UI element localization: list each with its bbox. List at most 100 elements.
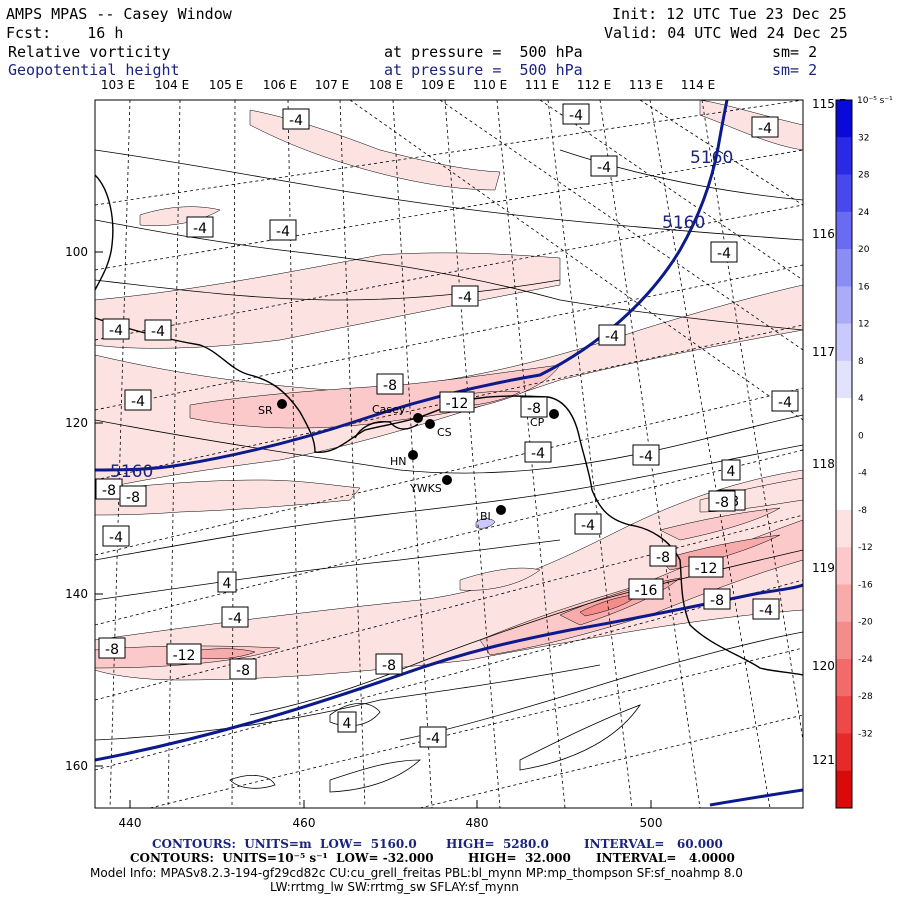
contour-label-box bbox=[524, 441, 552, 463]
contour-label-box bbox=[144, 319, 172, 341]
top-lon-label: 103 E bbox=[101, 78, 135, 92]
colorbar-tick-label: 32 bbox=[858, 133, 869, 143]
field1-name: Relative vorticity bbox=[8, 43, 171, 61]
height-label: 5160 bbox=[690, 148, 733, 168]
contour-label-box bbox=[375, 653, 403, 675]
contour-label-box bbox=[562, 103, 590, 125]
y-tick-label: 160 bbox=[65, 759, 88, 773]
station-marker bbox=[413, 413, 423, 423]
contour-label: -12 bbox=[695, 561, 718, 577]
contour-label: -8 bbox=[656, 550, 670, 566]
colorbar-units: 10⁻⁵ s⁻¹ bbox=[857, 96, 893, 106]
colorbar-swatch bbox=[836, 733, 852, 772]
colorbar-tick-label: 24 bbox=[858, 208, 870, 218]
field2-name: Geopotential height bbox=[8, 61, 180, 79]
station-marker bbox=[442, 475, 452, 485]
contour-label: -4 bbox=[758, 121, 772, 137]
contour-label: -4 bbox=[639, 449, 653, 465]
contour-label-box bbox=[703, 588, 731, 610]
colorbar-swatch bbox=[836, 137, 852, 176]
colorbar-swatch bbox=[836, 360, 852, 399]
contour-label: -12 bbox=[173, 648, 196, 664]
x-tick-label: 440 bbox=[119, 816, 142, 830]
colorbar-tick-label: 0 bbox=[858, 431, 864, 441]
colorbar-swatch bbox=[836, 100, 852, 138]
contour-label: -4 bbox=[531, 446, 545, 462]
contour-label-box bbox=[771, 390, 799, 412]
colorbar-swatch bbox=[836, 435, 852, 474]
contour-label: -8 bbox=[126, 490, 140, 506]
x-tick-label: 460 bbox=[293, 816, 316, 830]
x-tick-label: 480 bbox=[466, 816, 489, 830]
contour-label: -8 bbox=[383, 378, 397, 394]
y-tick-label: 120 bbox=[65, 416, 88, 430]
coastline bbox=[95, 174, 803, 676]
colorbar-tick-label: -8 bbox=[858, 506, 867, 516]
contour-label: -4 bbox=[458, 290, 472, 306]
contour-label-box bbox=[574, 513, 602, 535]
contour-label: -12 bbox=[446, 396, 469, 412]
contour-label-box bbox=[710, 241, 738, 263]
top-lon-label: 104 E bbox=[155, 78, 189, 92]
contour-label: -4 bbox=[759, 603, 773, 619]
contour-label: -4 bbox=[778, 395, 792, 411]
contour-label-box bbox=[217, 571, 237, 593]
colorbar-tick-label: 16 bbox=[858, 282, 870, 292]
colorbar-tick-label: -20 bbox=[858, 618, 873, 628]
y-tick-label: 100 bbox=[65, 245, 88, 259]
forecast-hour: Fcst: 16 h bbox=[6, 24, 124, 42]
colorbar-tick-label: -4 bbox=[858, 469, 867, 479]
contour-label: -4 bbox=[289, 113, 303, 129]
top-lon-label: 106 E bbox=[263, 78, 297, 92]
contour-label-box bbox=[98, 637, 126, 659]
station-marker bbox=[408, 450, 418, 460]
station-label: SR bbox=[258, 404, 273, 417]
colorbar-swatch bbox=[836, 621, 852, 660]
model-info: Model Info: MPASv8.2.3-194-gf29cd82c CU:… bbox=[90, 866, 743, 880]
y-tick-label: 140 bbox=[65, 587, 88, 601]
colorbar-frame bbox=[835, 99, 853, 809]
station-label: YWKS bbox=[409, 482, 442, 495]
colorbar-swatch bbox=[836, 323, 852, 362]
colorbar-swatch bbox=[836, 696, 852, 734]
contour-label: 4 bbox=[727, 464, 736, 480]
contour-label: -8 bbox=[105, 642, 119, 658]
colorbar-tick-label: 12 bbox=[858, 320, 869, 330]
footer-vort-contours: CONTOURS: UNITS=10⁻⁵ s⁻¹ LOW= -32.000 bbox=[130, 851, 434, 865]
contour-label: -16 bbox=[635, 583, 658, 599]
contour-label: 4 bbox=[343, 716, 352, 732]
contour-label-box bbox=[632, 444, 660, 466]
footer-height-high: HIGH= 5280.0 bbox=[446, 837, 549, 851]
top-lon-label: 114 E bbox=[681, 78, 715, 92]
contour-label: -4 bbox=[131, 394, 145, 410]
top-lon-label: 112 E bbox=[577, 78, 611, 92]
plot-frame bbox=[94, 99, 804, 809]
contour-label: -4 bbox=[717, 246, 731, 262]
contour-label-box bbox=[451, 285, 479, 307]
station-marker bbox=[277, 399, 287, 409]
colorbar-tick-label: -24 bbox=[858, 655, 873, 665]
station-label: HN bbox=[390, 455, 407, 468]
latlon-grid bbox=[95, 100, 803, 808]
contour-label: -4 bbox=[597, 160, 611, 176]
top-lon-label: 113 E bbox=[629, 78, 663, 92]
colorbar-swatch bbox=[836, 547, 852, 585]
colorbar-swatch bbox=[836, 584, 852, 623]
height-label: 5160 bbox=[110, 462, 153, 482]
contour-label: -4 bbox=[151, 324, 165, 340]
contour-label: -8 bbox=[102, 483, 116, 499]
contour-label-box bbox=[102, 525, 130, 547]
contour-label-box bbox=[688, 556, 724, 578]
init-time: Init: 12 UTC Tue 23 Dec 25 bbox=[612, 5, 847, 23]
height-label: 5160 bbox=[662, 213, 705, 233]
colorbar-swatch bbox=[836, 211, 852, 250]
footer-height-contours: CONTOURS: UNITS=m LOW= 5160.0 bbox=[152, 837, 417, 851]
colorbar-tick-label: -12 bbox=[858, 543, 873, 553]
colorbar-swatch bbox=[836, 509, 852, 548]
contour-label: -8 bbox=[382, 658, 396, 674]
contour-label-box bbox=[166, 643, 202, 665]
title: AMPS MPAS -- Casey Window bbox=[6, 5, 232, 23]
colorbar-tick-label: 20 bbox=[858, 245, 870, 255]
colorbar-swatch bbox=[836, 398, 852, 436]
